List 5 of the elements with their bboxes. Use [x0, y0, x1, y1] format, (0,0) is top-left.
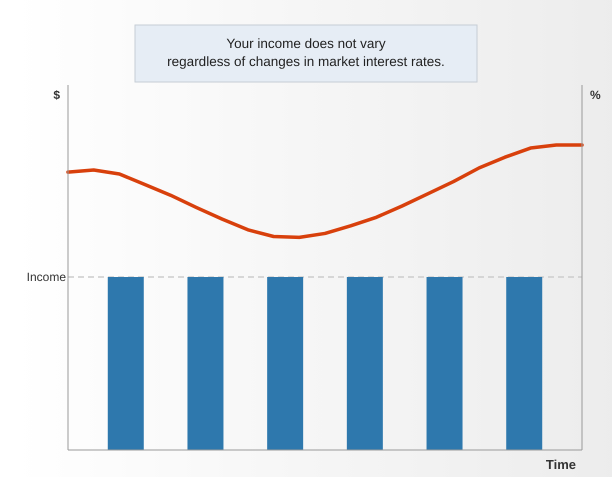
text: Your income does not vary regardless of changes in market interest rates.	[167, 36, 445, 69]
y2-axis-title: %	[590, 88, 601, 102]
ref-line-label: Income	[26, 270, 66, 284]
x-axis-title: Time	[546, 457, 576, 472]
y-axis-title: $	[53, 88, 60, 102]
